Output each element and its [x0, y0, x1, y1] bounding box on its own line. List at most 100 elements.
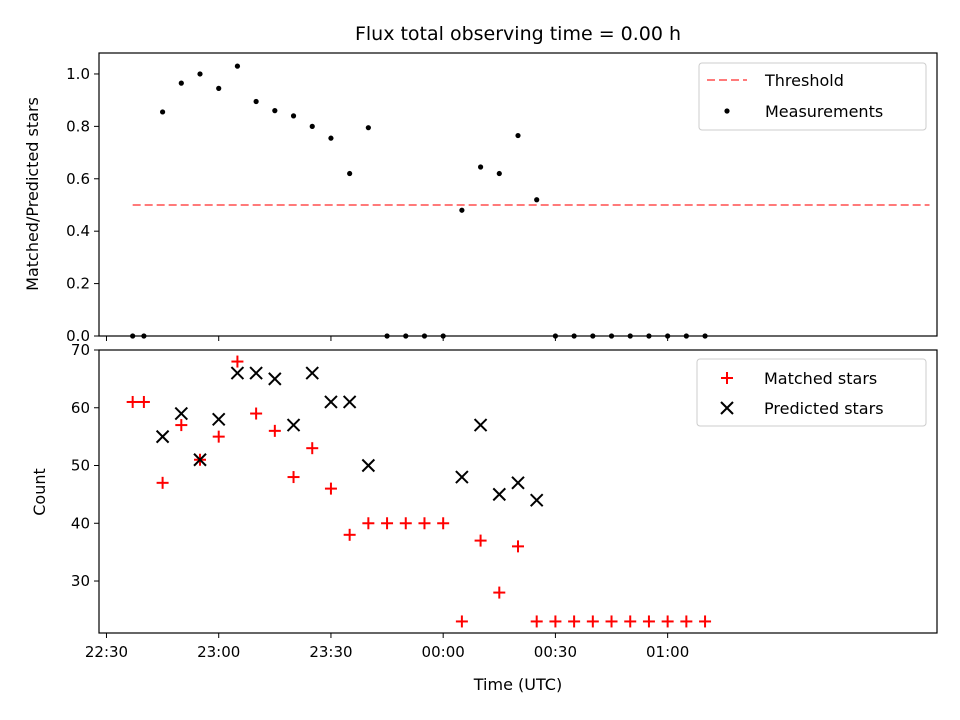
measurements-point	[421, 333, 428, 339]
predicted-stars-point	[324, 395, 338, 409]
matched-stars-point	[493, 586, 506, 599]
matched-stars-point	[455, 615, 468, 628]
predicted-stars-point	[286, 418, 301, 432]
predicted-stars-legend-swatch	[720, 401, 734, 415]
x-tick-label: 22:30	[85, 643, 128, 661]
top-plot-area	[98, 52, 938, 337]
measurements-point	[365, 125, 371, 131]
matched-stars-point	[287, 471, 300, 484]
x-tick-label: 23:30	[309, 643, 352, 661]
measurements-point	[384, 333, 390, 339]
measurements-point	[627, 333, 633, 339]
matched-stars-point	[399, 517, 412, 530]
measurements-point	[477, 164, 484, 170]
predicted-stars-point	[529, 493, 544, 507]
bottom-legend-box	[696, 358, 927, 427]
predicted-stars-legend-label: Predicted stars	[764, 399, 884, 418]
predicted-stars-point	[455, 470, 469, 484]
top-y-axis-label: Matched/Predicted stars	[23, 97, 42, 291]
matched-stars-legend-swatch	[721, 372, 733, 384]
matched-stars-point	[474, 534, 487, 547]
matched-stars-point	[306, 442, 319, 455]
y-tick-label: 0.8	[66, 117, 90, 135]
measurements-point	[571, 333, 577, 339]
measurements-point	[440, 333, 446, 339]
predicted-stars-point	[193, 453, 207, 467]
x-tick-label: 00:00	[422, 643, 465, 661]
predicted-stars-point	[492, 487, 507, 502]
measurements-point	[253, 98, 259, 105]
measurements-point	[197, 71, 203, 77]
matched-stars-point	[699, 615, 712, 628]
measurements-point	[234, 63, 241, 69]
bottom-legend: Matched stars Predicted stars	[696, 358, 927, 427]
top-panel: Matched/Predicted stars 0.0 0.2 0.4 0.6 0.8 1…	[23, 52, 938, 345]
bottom-plot-area	[98, 349, 938, 634]
measurements-point	[130, 333, 136, 339]
matched-stars-point	[250, 407, 263, 420]
matched-stars-point	[231, 355, 244, 368]
measurements-point	[665, 333, 671, 339]
y-tick-label: 70	[71, 341, 90, 359]
measurements-point	[496, 170, 502, 177]
x-tick-label: 23:00	[197, 643, 240, 661]
measurements-point	[403, 333, 409, 339]
matched-stars-point	[437, 517, 450, 530]
matched-stars-point	[362, 517, 375, 530]
matched-stars-point	[137, 395, 150, 408]
y-tick-label: 50	[71, 457, 90, 475]
matched-stars-point	[212, 430, 225, 443]
predicted-stars-point	[305, 366, 319, 380]
measurements-point	[328, 135, 334, 141]
predicted-stars-point	[511, 476, 525, 490]
predicted-stars-point	[230, 366, 245, 380]
y-tick-label: 40	[71, 514, 90, 532]
measurements-point	[515, 132, 521, 139]
matched-stars-point	[680, 615, 693, 628]
y-tick-label: 1.0	[66, 65, 90, 83]
top-legend-box	[698, 62, 927, 131]
measurements-point	[590, 333, 596, 339]
bottom-y-axis-label: Count	[30, 468, 49, 516]
measurements-point	[534, 197, 540, 203]
measurements-point	[309, 123, 315, 129]
matched-stars-point	[512, 540, 524, 553]
threshold-legend-label: Threshold	[764, 71, 844, 90]
measurements-point	[216, 85, 222, 91]
y-tick-label: 0.2	[66, 275, 90, 293]
matched-stars-point	[624, 615, 637, 628]
matched-stars-point	[549, 615, 562, 628]
measurements-point	[608, 333, 615, 339]
matched-stars-point	[661, 615, 674, 628]
matched-stars-legend-label: Matched stars	[764, 369, 877, 388]
matched-stars-point	[605, 615, 618, 628]
y-tick-label: 0.4	[66, 222, 90, 240]
x-tick-label: 00:30	[534, 643, 577, 661]
measurements-point	[646, 333, 652, 339]
predicted-stars-point	[249, 366, 263, 380]
measurements-point	[459, 207, 465, 213]
matched-stars-point	[324, 482, 337, 495]
measurements-legend-label: Measurements	[765, 102, 883, 121]
measurements-point	[702, 333, 708, 339]
measurements-point	[290, 113, 297, 119]
y-tick-label: 30	[71, 572, 90, 590]
measurements-point	[178, 80, 184, 86]
x-tick-label: 01:00	[646, 643, 689, 661]
measurements-point	[141, 333, 147, 339]
matched-stars-point	[268, 424, 281, 437]
y-tick-label: 0.6	[66, 170, 90, 188]
matched-stars-point	[530, 615, 543, 628]
predicted-stars-point	[174, 406, 189, 421]
predicted-stars-point	[212, 412, 226, 427]
y-tick-label: 60	[71, 399, 90, 417]
matched-stars-point	[642, 615, 655, 628]
matched-stars-point	[418, 517, 431, 530]
matched-stars-point	[586, 615, 599, 628]
predicted-stars-point	[268, 372, 282, 386]
predicted-stars-point	[361, 458, 376, 473]
matched-stars-point	[175, 419, 188, 432]
predicted-stars-point	[473, 418, 488, 432]
measurements-legend-swatch	[724, 108, 730, 114]
